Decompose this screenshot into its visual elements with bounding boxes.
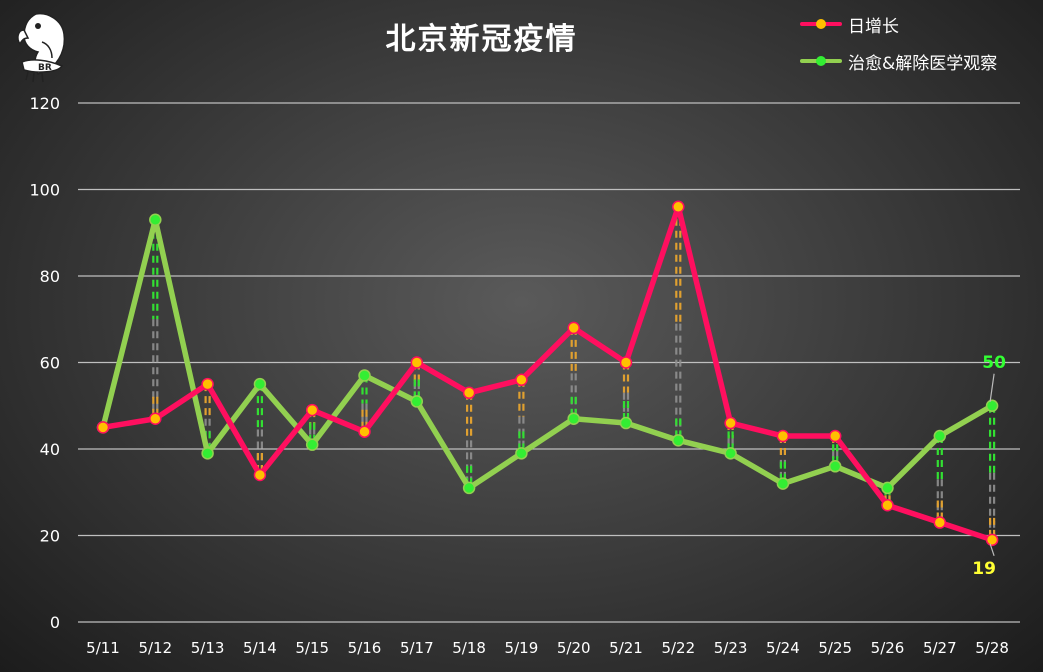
y-tick-label: 40 bbox=[40, 440, 60, 459]
y-tick-label: 20 bbox=[40, 527, 60, 546]
data-point-1 bbox=[724, 447, 737, 460]
y-tick-label: 100 bbox=[29, 181, 60, 200]
annotation-label: 19 bbox=[972, 559, 996, 579]
legend-item-recovered: 治愈&解除医学观察 bbox=[800, 49, 998, 74]
data-point-0 bbox=[933, 516, 947, 529]
data-point-0 bbox=[149, 412, 162, 425]
data-point-0 bbox=[253, 468, 267, 482]
data-point-1 bbox=[567, 412, 580, 425]
x-tick-label: 5/19 bbox=[505, 639, 539, 657]
data-point-0 bbox=[672, 200, 685, 214]
data-point-0 bbox=[358, 425, 371, 438]
legend-label-recovered: 治愈&解除医学观察 bbox=[848, 53, 998, 74]
x-tick-label: 5/24 bbox=[766, 639, 800, 657]
data-point-0 bbox=[410, 356, 424, 369]
data-point-0 bbox=[567, 321, 580, 335]
data-point-0 bbox=[515, 373, 528, 387]
x-tick-label: 5/15 bbox=[295, 639, 329, 657]
data-point-1 bbox=[828, 460, 842, 473]
data-point-0 bbox=[619, 356, 633, 369]
data-point-1 bbox=[933, 429, 947, 443]
x-tick-label: 5/21 bbox=[609, 639, 643, 657]
x-tick-label: 5/17 bbox=[400, 639, 434, 657]
data-point-0 bbox=[881, 498, 894, 512]
x-tick-label: 5/18 bbox=[452, 639, 486, 657]
legend-label-daily: 日增长 bbox=[848, 16, 899, 37]
chart-title: 北京新冠疫情 bbox=[385, 22, 578, 57]
x-tick-label: 5/26 bbox=[871, 639, 905, 657]
logo-text: BR bbox=[38, 63, 52, 73]
x-tick-label: 5/13 bbox=[191, 639, 225, 657]
parrot-logo-icon: BR bbox=[17, 12, 66, 83]
data-point-1 bbox=[253, 377, 267, 391]
data-point-1 bbox=[410, 395, 424, 408]
data-point-1 bbox=[776, 477, 790, 490]
x-tick-label: 5/16 bbox=[348, 639, 382, 657]
y-tick-label: 60 bbox=[40, 354, 60, 373]
data-point-0 bbox=[985, 533, 999, 547]
legend-swatch-recovered bbox=[800, 56, 842, 66]
x-tick-label: 5/28 bbox=[975, 639, 1009, 657]
data-point-1 bbox=[201, 447, 214, 460]
y-tick-label: 0 bbox=[50, 613, 60, 632]
legend-item-daily: 日增长 bbox=[800, 12, 997, 37]
y-tick-label: 120 bbox=[29, 94, 60, 113]
annotation-leader bbox=[989, 373, 995, 402]
x-tick-label: 5/27 bbox=[923, 639, 957, 657]
x-tick-label: 5/12 bbox=[138, 639, 172, 657]
data-point-0 bbox=[305, 403, 319, 417]
data-point-1 bbox=[462, 481, 476, 495]
annotation-leader bbox=[989, 543, 995, 557]
data-point-1 bbox=[305, 438, 319, 451]
x-tick-label: 5/14 bbox=[243, 639, 277, 657]
data-point-1 bbox=[149, 213, 162, 227]
data-point-0 bbox=[462, 386, 476, 400]
legend-swatch-daily bbox=[800, 19, 842, 29]
data-point-0 bbox=[828, 429, 842, 443]
x-tick-label: 5/11 bbox=[86, 639, 120, 657]
x-tick-label: 5/23 bbox=[714, 639, 748, 657]
data-point-0 bbox=[201, 377, 214, 391]
x-tick-label: 5/20 bbox=[557, 639, 591, 657]
series-line-1 bbox=[100, 217, 995, 491]
data-point-0 bbox=[724, 416, 737, 430]
data-point-0 bbox=[96, 421, 110, 434]
data-point-1 bbox=[881, 481, 894, 495]
data-point-1 bbox=[619, 416, 633, 430]
data-point-1 bbox=[672, 434, 685, 447]
x-tick-label: 5/25 bbox=[818, 639, 852, 657]
series-line-0 bbox=[100, 204, 995, 543]
data-point-1 bbox=[358, 369, 371, 382]
y-tick-label: 80 bbox=[40, 267, 60, 286]
data-point-1 bbox=[985, 399, 999, 412]
legend: 日增长 治愈&解除医学观察 bbox=[800, 12, 997, 86]
data-point-0 bbox=[776, 429, 790, 443]
annotation-label: 50 bbox=[982, 353, 1006, 373]
x-tick-label: 5/22 bbox=[661, 639, 695, 657]
data-point-1 bbox=[515, 447, 528, 460]
